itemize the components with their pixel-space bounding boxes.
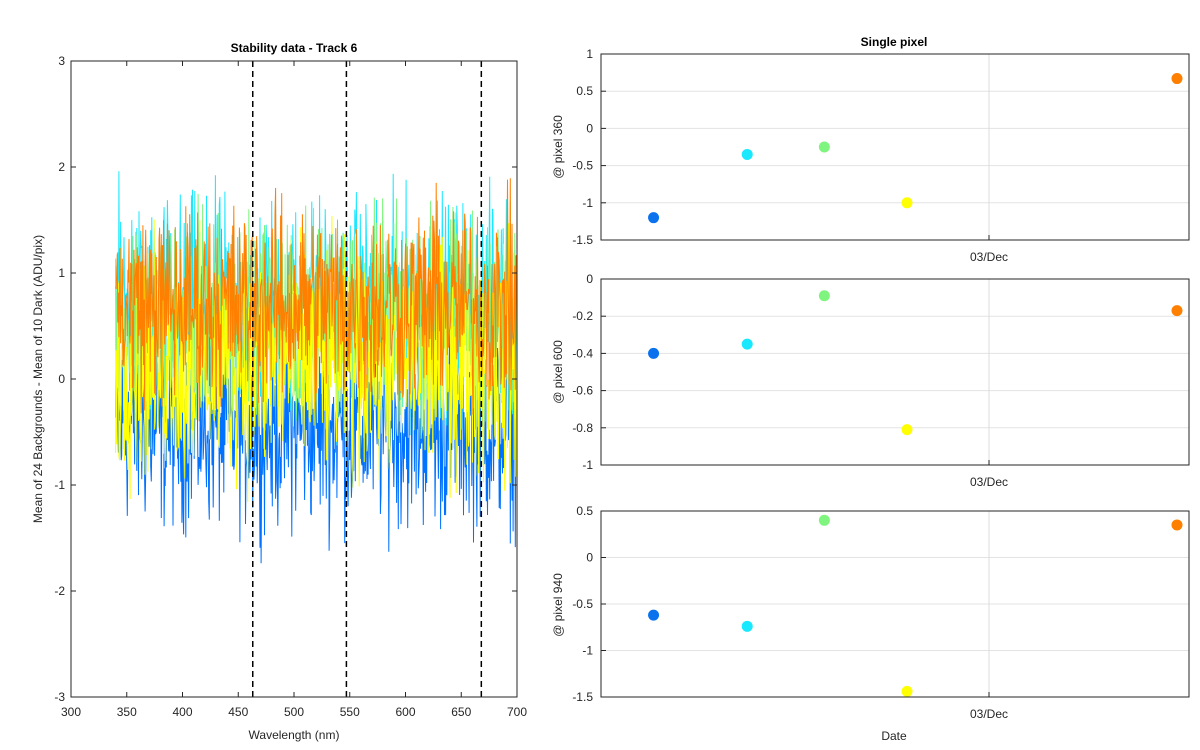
x-tick-label: 500 [284, 705, 304, 719]
x-axis-label: Date [881, 729, 907, 743]
y-tick-label: 0 [586, 272, 593, 286]
points-layer [648, 514, 1183, 697]
series-layer [115, 171, 518, 564]
vertical-markers [251, 61, 483, 697]
data-point-0 [648, 609, 660, 621]
y-tick-label: -1.5 [572, 690, 593, 704]
x-tick-label: 03/Dec [970, 707, 1008, 721]
data-point-3 [901, 197, 913, 209]
x-axis-label: Wavelength (nm) [249, 728, 340, 742]
data-point-4 [1171, 305, 1183, 317]
series-line-3 [115, 216, 518, 503]
data-point-1 [741, 148, 753, 160]
x-tick-label: 300 [61, 705, 81, 719]
y-tick-label: 1 [586, 47, 593, 61]
y-tick-label: -0.8 [572, 421, 593, 435]
chart-title: Stability data - Track 6 [231, 41, 358, 55]
x-tick-label: 650 [451, 705, 471, 719]
y-tick-label: -1 [54, 478, 65, 492]
data-point-2 [818, 514, 830, 526]
series-line-4 [115, 178, 518, 422]
y-tick-label: 0 [58, 372, 65, 386]
y-tick-label: -1 [582, 458, 593, 472]
x-tick-label: 03/Dec [970, 250, 1008, 264]
pixel-360-scatter: Single pixel @ pixel 360 -1.5 -1 -0.5 0 0.5 1… [551, 35, 1190, 264]
y-tick-label: 3 [58, 54, 65, 68]
y-axis-label: @ pixel 600 [551, 340, 565, 404]
y-tick-label: -1.5 [572, 233, 593, 247]
y-tick-label: 2 [58, 160, 65, 174]
data-point-1 [741, 620, 753, 632]
stability-line-chart: Stability data - Track 6 300 350 400 450 500… [31, 41, 527, 742]
y-tick-label: -0.5 [572, 597, 593, 611]
y-axis-label: @ pixel 940 [551, 573, 565, 637]
axis-ticks: -1.5 -1 -0.5 0 0.5 1 03/Dec [572, 47, 1008, 264]
y-tick-label: 0 [586, 551, 593, 565]
axes-box [600, 278, 1190, 466]
y-tick-label: -0.2 [572, 309, 593, 323]
data-point-3 [901, 685, 913, 697]
y-tick-label: 0 [586, 121, 593, 135]
y-tick-label: 0.5 [576, 504, 593, 518]
data-point-2 [818, 141, 830, 153]
data-point-2 [818, 290, 830, 302]
data-point-4 [1171, 73, 1183, 85]
y-tick-label: -0.5 [572, 159, 593, 173]
axes-box [600, 53, 1190, 241]
data-point-0 [648, 212, 660, 224]
points-layer [648, 290, 1183, 436]
y-axis-label: @ pixel 360 [551, 115, 565, 179]
x-tick-label: 400 [172, 705, 192, 719]
axis-ticks: -1 -0.8 -0.6 -0.4 -0.2 0 03/Dec [572, 272, 1008, 489]
y-tick-label: -0.6 [572, 384, 593, 398]
data-point-1 [741, 338, 753, 350]
y-tick-label: 0.5 [576, 84, 593, 98]
x-tick-label: 450 [228, 705, 248, 719]
y-tick-label: -2 [54, 584, 65, 598]
x-tick-label: 700 [507, 705, 527, 719]
points-layer [648, 73, 1183, 224]
y-tick-label: -1 [582, 196, 593, 210]
y-tick-label: -1 [582, 644, 593, 658]
x-tick-label: 600 [395, 705, 415, 719]
data-point-3 [901, 424, 913, 436]
y-tick-label: -3 [54, 690, 65, 704]
y-tick-label: 1 [58, 266, 65, 280]
pixel-940-scatter: @ pixel 940 Date -1.5 -1 -0.5 0 0.5 03/Dec [551, 504, 1190, 743]
pixel-600-scatter: @ pixel 600 -1 -0.8 -0.6 -0.4 -0.2 0 03/Dec [551, 272, 1190, 489]
axis-ticks: 300 350 400 450 500 550 600 650 700 -3 -2 -1 0 1 2 3 [54, 54, 527, 719]
axis-ticks: -1.5 -1 -0.5 0 0.5 03/Dec [572, 504, 1008, 721]
chart-title: Single pixel [861, 35, 928, 49]
x-tick-label: 350 [117, 705, 137, 719]
data-point-4 [1171, 519, 1183, 531]
x-tick-label: 03/Dec [970, 475, 1008, 489]
y-axis-label: Mean of 24 Backgrounds - Mean of 10 Dark… [31, 235, 45, 523]
y-tick-label: -0.4 [572, 346, 593, 360]
data-point-0 [648, 347, 660, 359]
x-tick-label: 550 [340, 705, 360, 719]
